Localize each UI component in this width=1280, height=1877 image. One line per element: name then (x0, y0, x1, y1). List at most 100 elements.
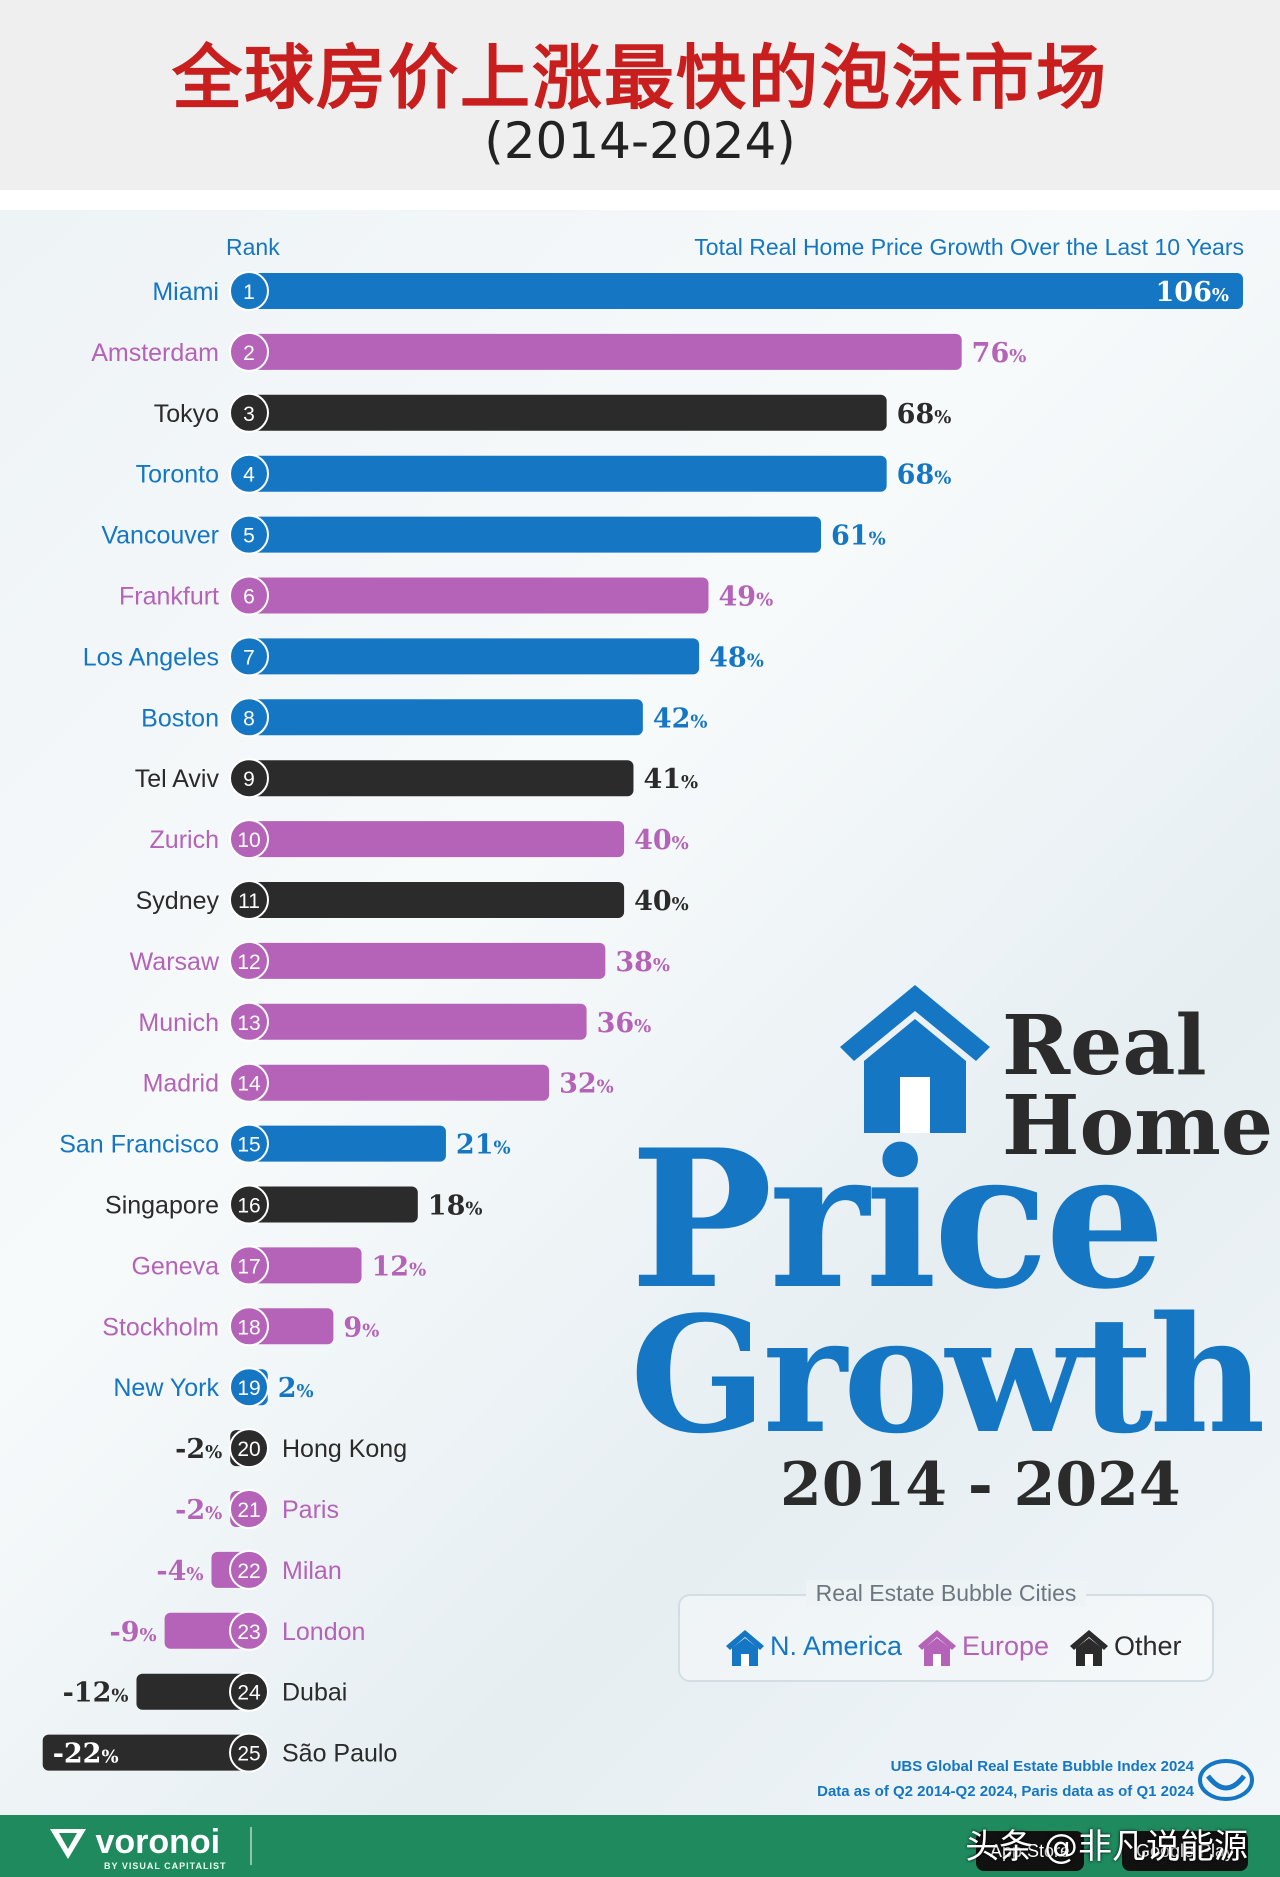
bar-row: 18 Stockholm 9% (102, 1306, 379, 1347)
city-label: Warsaw (130, 948, 220, 976)
rank-badge (229, 331, 269, 372)
value-suffix: % (690, 711, 707, 732)
city-label: Stockholm (102, 1313, 219, 1341)
city-label: Frankfurt (119, 583, 219, 611)
bar (249, 882, 625, 918)
city-label: Geneva (131, 1252, 219, 1280)
house-logo-icon (840, 985, 990, 1133)
visual-capitalist-icon (1198, 1759, 1254, 1801)
city-label: Madrid (143, 1070, 219, 1098)
rank-number: 4 (243, 464, 255, 487)
value-label: 41% (643, 764, 698, 795)
bar-row: 16 Singapore 18% (105, 1184, 482, 1225)
rank-badge (229, 880, 269, 920)
value-label: 2% (278, 1373, 314, 1404)
value-label: 68% (897, 460, 952, 491)
bar-row: 17 Geneva 12% (131, 1245, 426, 1286)
bar-row: 8 Boston 42% (141, 697, 708, 738)
rank-badge (229, 1489, 269, 1529)
bar (249, 273, 1243, 309)
bar-row: 25 São Paulo-22% (42, 1732, 397, 1773)
value-suffix: % (494, 1138, 511, 1159)
value-suffix: % (297, 1381, 314, 1402)
value-suffix: % (205, 1442, 222, 1463)
rank-number: 16 (237, 1195, 260, 1218)
brand-years: 2014 - 2024 (780, 1450, 1181, 1520)
rank-number: 25 (237, 1743, 260, 1766)
rank-badge (229, 1671, 269, 1712)
city-label: Munich (138, 1009, 219, 1037)
city-label: Zurich (150, 826, 219, 854)
rank-number: 1 (243, 281, 255, 304)
rank-badge (229, 1732, 269, 1773)
app-store-button[interactable]: App Store (976, 1831, 1085, 1871)
bar-row: 11 Sydney 40% (136, 880, 689, 920)
legend-title: Real Estate Bubble Cities (805, 1580, 1087, 1606)
rank-number: 3 (243, 403, 255, 426)
bar-row: 14 Madrid 32% (143, 1062, 614, 1103)
value-suffix: % (205, 1503, 222, 1524)
bar (249, 455, 887, 492)
value-label: 9% (343, 1312, 379, 1343)
voronoi-logo[interactable]: voronoi (50, 1823, 220, 1862)
rank-number: 21 (237, 1499, 260, 1522)
value-label: -9% (109, 1617, 156, 1648)
value-label: 32% (559, 1069, 614, 1100)
house-icon (726, 1630, 764, 1666)
bar-row: 2 Amsterdam 76% (91, 331, 1027, 372)
page-title: 全球房价上涨最快的泡沫市场 (172, 37, 1108, 119)
bar (249, 821, 625, 858)
value-label: 76% (972, 338, 1027, 369)
google-play-button[interactable]: Google Play (1122, 1831, 1249, 1871)
value-suffix: % (362, 1320, 379, 1341)
value-suffix: % (465, 1199, 482, 1220)
bar-row: 21 Paris -2% (175, 1489, 339, 1529)
rank-badge (229, 1001, 269, 1042)
value-label: -12% (63, 1678, 129, 1709)
value-label: 21% (456, 1130, 511, 1161)
value-label: 106% (1156, 277, 1229, 308)
rank-badge (229, 697, 269, 738)
rank-badge (229, 1367, 269, 1408)
city-label: Milan (282, 1557, 342, 1585)
rank-number: 20 (237, 1438, 260, 1461)
rank-badge (229, 1610, 269, 1651)
source-line-1: UBS Global Real Estate Bubble Index 2024 (890, 1758, 1194, 1775)
house-icon (1070, 1630, 1108, 1666)
rank-badge (229, 819, 269, 860)
rank-badge (229, 453, 269, 494)
rank-number: 5 (243, 525, 255, 548)
city-label: Toronto (136, 461, 219, 489)
brand-real: Real (1002, 998, 1207, 1094)
bar (249, 699, 643, 736)
rank-badge (229, 1306, 269, 1347)
rank-badge (229, 392, 269, 433)
house-icon (918, 1630, 956, 1666)
city-label: Singapore (105, 1192, 219, 1220)
city-label: New York (113, 1374, 219, 1402)
footer-divider (250, 1827, 252, 1865)
value-label: 40% (634, 825, 689, 856)
bar (249, 1308, 334, 1345)
growth-header: Total Real Home Price Growth Over the La… (694, 234, 1244, 260)
bar (249, 1064, 550, 1101)
value-label: 61% (831, 521, 886, 552)
bar (249, 577, 709, 614)
value-label: 38% (615, 947, 670, 978)
legend-item-n-america: N. America (726, 1630, 902, 1666)
header-band: 全球房价上涨最快的泡沫市场 (2014-2024) (0, 0, 1280, 190)
source-note: UBS Global Real Estate Bubble Index 2024… (817, 1754, 1194, 1804)
brand-growth: Growth (630, 1281, 1266, 1469)
rank-badge (229, 1123, 269, 1164)
rank-header: Rank (226, 234, 280, 260)
voronoi-v-icon (50, 1829, 86, 1860)
rank-number: 19 (237, 1377, 260, 1400)
bar-row: 5 Vancouver 61% (101, 514, 886, 555)
value-label: 40% (634, 886, 689, 917)
bar (249, 394, 887, 431)
bar (249, 516, 822, 553)
value-suffix: % (634, 1016, 651, 1037)
legend-item-europe: Europe (918, 1630, 1049, 1666)
value-suffix: % (934, 407, 951, 428)
